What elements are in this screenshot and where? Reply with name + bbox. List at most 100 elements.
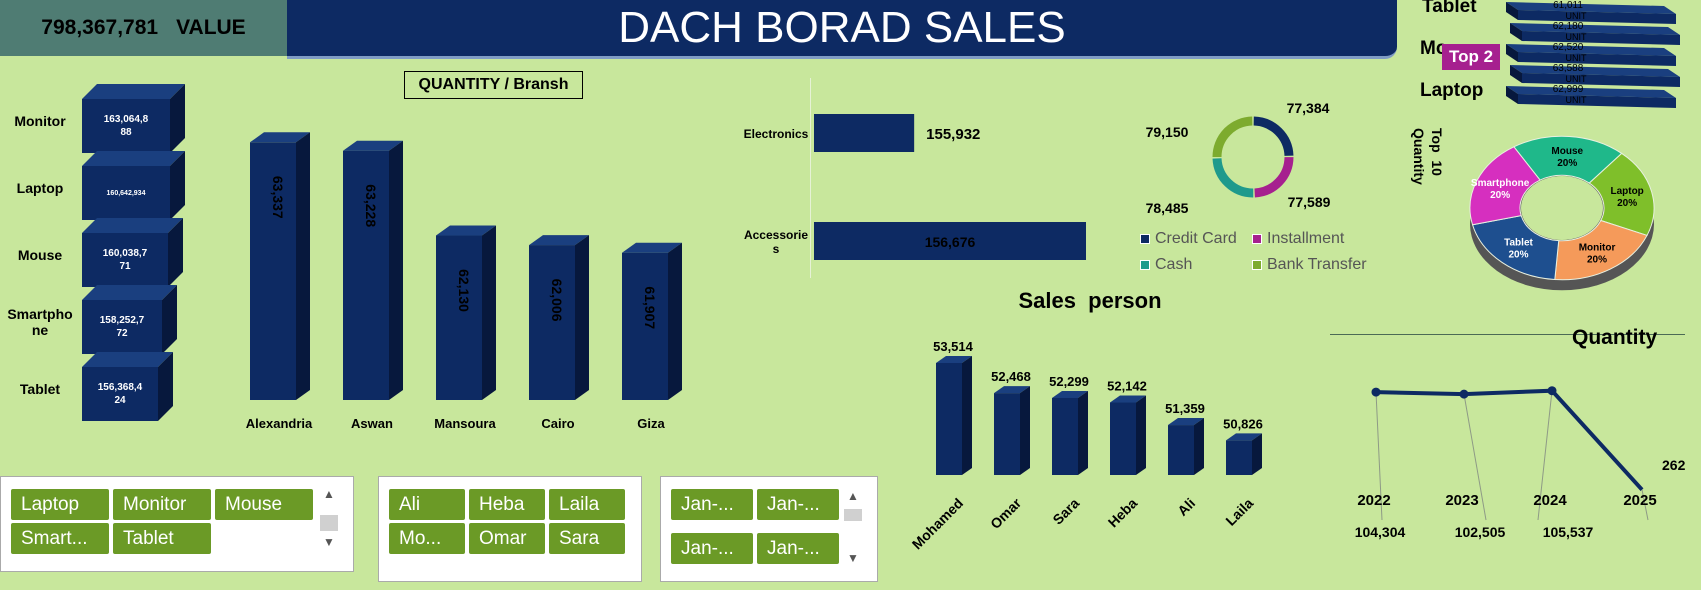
- payment-slice-label: 77,384: [1287, 100, 1330, 116]
- top2-bar-top: [1506, 2, 1676, 14]
- top2-bar-value: 62,180: [1553, 21, 1584, 32]
- top2-label-laptop: Laptop: [1420, 80, 1484, 101]
- legend-label: Bank Transfer: [1267, 256, 1367, 273]
- sales-bar: [936, 362, 962, 475]
- top2-bar-top: [1510, 23, 1680, 35]
- top2-bar-top: [1506, 86, 1676, 98]
- top10-slice-label: 20%: [1617, 198, 1637, 209]
- quantity-value-label: 105,537: [1543, 524, 1594, 540]
- top2-bar: [1518, 52, 1676, 66]
- scroll-thumb[interactable]: [320, 515, 338, 531]
- branch-bar-label: 63,337: [270, 176, 286, 219]
- total-value-label: VALUE: [176, 16, 246, 39]
- top10-slice: [1469, 146, 1541, 226]
- sales-bar: [1226, 440, 1252, 475]
- sales-bar-top: [1052, 390, 1088, 398]
- branch-bar-top: [622, 242, 682, 253]
- month-slicer-chip-2[interactable]: Jan-...: [671, 533, 753, 564]
- month-slicer-chip-1[interactable]: Jan-...: [757, 489, 839, 520]
- person-slicer-chip-5[interactable]: Sara: [549, 523, 625, 554]
- product-box-side: [168, 218, 183, 287]
- product-value: 160,642,934: [106, 189, 146, 197]
- category-label: Accessorie: [744, 228, 808, 242]
- payment-legend-item: Cash: [1140, 256, 1192, 274]
- person-slicer-chip-0[interactable]: Ali: [389, 489, 465, 520]
- top10-slice-name: Mouse: [1551, 146, 1583, 157]
- legend-label: Cash: [1155, 256, 1193, 273]
- branch-bar-label: 63,228: [363, 184, 379, 227]
- person-slicer-chip-1[interactable]: Heba: [469, 489, 545, 520]
- top2-bar-unit: UNIT: [1566, 74, 1587, 84]
- top10-donut-chart: Mouse20%Laptop20%Monitor20%Tablet20%Smar…: [1469, 135, 1655, 291]
- payment-legend: Credit Card Installment Cash Bank Transfer: [1140, 230, 1390, 282]
- quantity-drop-line: [1641, 489, 1649, 521]
- quantity-drop-line: [1375, 392, 1383, 521]
- person-slicer-chip-3[interactable]: Mo...: [389, 523, 465, 554]
- product-box-side: [158, 352, 173, 421]
- top2-bar-side: [1510, 65, 1522, 83]
- product-value: 158,252,7 72: [99, 315, 145, 339]
- quantity-year-label: 2025: [1623, 492, 1656, 509]
- category-bar-value: 155,932: [926, 126, 980, 143]
- sales-person-title: Sales person: [1000, 288, 1180, 314]
- payment-donut-chart: 77,384 77,589 78,485 79,150: [1146, 100, 1331, 216]
- product-slicer-chip-2[interactable]: Mouse: [215, 489, 313, 520]
- sales-bar-side: [1194, 418, 1204, 475]
- top10-slice-label: 20%: [1508, 250, 1528, 261]
- top2-bar: [1518, 10, 1676, 24]
- top2-bar-side: [1510, 23, 1522, 41]
- product-slicer-chip-3[interactable]: Smart...: [11, 523, 109, 554]
- sales-bar-top: [1168, 418, 1204, 426]
- product-slicer-chip-0[interactable]: Laptop: [11, 489, 109, 520]
- quantity-year-label: 2023: [1445, 492, 1478, 509]
- top10-donut-hole: [1521, 176, 1603, 240]
- category-label: Electronics: [744, 127, 809, 141]
- sales-person-chart: 53,514 Mohamed 52,468 Omar 52,299 Sara 52,142 H…: [909, 339, 1263, 552]
- top2-bar-side: [1506, 86, 1518, 104]
- person-slicer-chip-4[interactable]: Omar: [469, 523, 545, 554]
- product-slicer-chip-1[interactable]: Monitor: [113, 489, 211, 520]
- product-slicer[interactable]: Laptop Monitor Mouse Smart... Tablet ▲ ▼: [0, 476, 354, 572]
- branch-bar: [622, 252, 668, 400]
- top2-bar-unit: UNIT: [1566, 32, 1587, 42]
- scroll-up-icon[interactable]: ▲: [323, 487, 335, 501]
- branch-category-label: Giza: [637, 416, 665, 431]
- product-box-side: [170, 151, 185, 220]
- scroll-up-icon[interactable]: ▲: [847, 489, 859, 503]
- scroll-down-icon[interactable]: ▼: [847, 551, 859, 565]
- product-slicer-scrollbar[interactable]: ▲ ▼: [319, 487, 339, 557]
- product-box-top: [82, 352, 173, 367]
- top10-slice-label: 20%: [1557, 158, 1577, 169]
- sales-person-label: Sara: [1049, 495, 1082, 528]
- legend-swatch: [1140, 260, 1150, 270]
- person-slicer[interactable]: Ali Heba Laila Mo... Omar Sara: [378, 476, 642, 582]
- top2-bar-value: 63,588: [1553, 63, 1584, 74]
- month-slicer-chip-3[interactable]: Jan-...: [757, 533, 839, 564]
- person-slicer-chip-2[interactable]: Laila: [549, 489, 625, 520]
- sales-bar-top: [1226, 433, 1262, 441]
- month-slicer-chip-0[interactable]: Jan-...: [671, 489, 753, 520]
- scroll-thumb[interactable]: [844, 509, 862, 521]
- sales-bar: [994, 393, 1020, 475]
- quantity-drop-line: [1537, 390, 1553, 521]
- product-slicer-chip-4[interactable]: Tablet: [113, 523, 211, 554]
- product-box-top: [82, 218, 183, 233]
- product-box-front: [82, 166, 170, 220]
- branch-bar: [250, 142, 296, 400]
- legend-swatch: [1252, 260, 1262, 270]
- top10-title: Top 10 Quantity: [1411, 128, 1452, 218]
- top2-bar: [1522, 73, 1680, 87]
- product-box-side: [170, 84, 185, 153]
- scroll-down-icon[interactable]: ▼: [323, 535, 335, 549]
- product-label: Smartpho ne: [7, 306, 73, 338]
- sales-person-label: Omar: [987, 494, 1025, 532]
- quantity-point: [1371, 387, 1381, 397]
- branch-quantity-chart: 63,337 Alexandria 63,228 Aswan 62,130 Mansour…: [246, 132, 682, 431]
- month-slicer-scrollbar[interactable]: ▲ ▼: [843, 489, 863, 569]
- payment-legend-item: Bank Transfer: [1252, 256, 1367, 274]
- sales-bar-side: [1020, 386, 1030, 475]
- top2-bar-side: [1506, 44, 1518, 62]
- top2-bar-side: [1506, 2, 1518, 20]
- month-slicer[interactable]: Jan-... Jan-... Jan-... Jan-... ▲ ▼: [660, 476, 878, 582]
- branch-bar-top: [529, 235, 589, 246]
